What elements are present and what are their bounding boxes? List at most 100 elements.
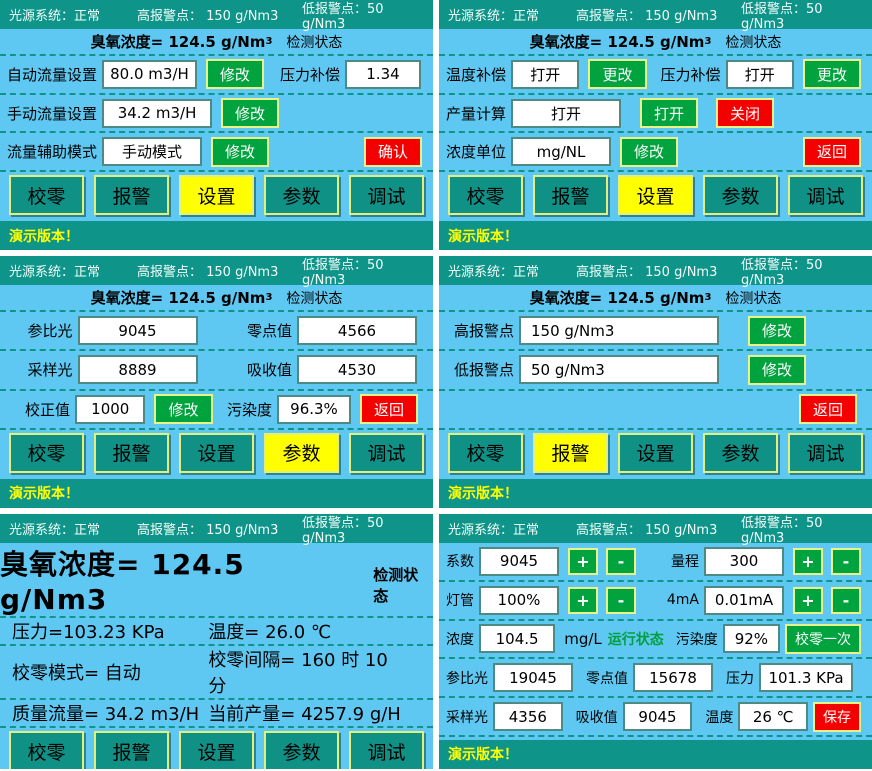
nav-settings-button[interactable]: 设置 bbox=[618, 175, 693, 216]
coefficient-plus-button[interactable]: + bbox=[568, 547, 598, 575]
nav-settings-button[interactable]: 设置 bbox=[179, 175, 254, 216]
temp-comp-change-button[interactable]: 更改 bbox=[588, 59, 647, 90]
aux-mode-input[interactable]: 手动模式 bbox=[102, 137, 203, 167]
correction-input[interactable]: 1000 bbox=[75, 394, 146, 424]
four-ma-label: 4mA bbox=[666, 592, 699, 609]
panel-settings-flow: 光源系统：正常 高报警点： 150 g/Nm3 低报警点：50 g/Nm3 臭氧… bbox=[0, 0, 433, 250]
low-alarm-readout: 低报警点：50 g/Nm3 bbox=[741, 1, 823, 32]
ref-light-label: 参比光 bbox=[446, 670, 488, 687]
four-ma-plus-button[interactable]: + bbox=[793, 586, 823, 614]
nav-zero-button[interactable]: 校零 bbox=[448, 175, 523, 216]
pressure-input[interactable]: 101.3 KPa bbox=[759, 663, 853, 693]
four-ma-input[interactable]: 0.01mA bbox=[704, 585, 784, 615]
zero-value-group: 零点值 4566 bbox=[217, 316, 427, 346]
nav-bar: 校零 报警 设置 参数 调试 bbox=[0, 430, 433, 476]
production-off-button[interactable]: 关闭 bbox=[716, 98, 775, 128]
temperature-input[interactable]: 26 ℃ bbox=[738, 702, 809, 732]
save-button[interactable]: 保存 bbox=[813, 701, 862, 732]
temp-comp-label: 温度补偿 bbox=[446, 65, 507, 84]
zero-interval-readout: 校零间隔= 160 时 10 分 bbox=[208, 646, 404, 698]
manual-flow-modify-button[interactable]: 修改 bbox=[221, 98, 280, 128]
nav-debug-button[interactable]: 调试 bbox=[349, 432, 424, 473]
lamp-plus-button[interactable]: + bbox=[568, 586, 598, 614]
absorb-value-label: 吸收值 bbox=[575, 709, 618, 726]
low-alarm-readout: 低报警点：50 g/Nm3 bbox=[741, 515, 823, 546]
pollution-input[interactable]: 96.3% bbox=[276, 394, 351, 424]
zero-value-input[interactable]: 4566 bbox=[297, 316, 417, 346]
four-ma-minus-button[interactable]: - bbox=[831, 586, 861, 614]
production-calc-input[interactable]: 打开 bbox=[511, 98, 622, 128]
high-alarm-readout: 高报警点： 150 g/Nm3 bbox=[137, 523, 279, 538]
aux-mode-modify-button[interactable]: 修改 bbox=[211, 136, 270, 167]
ref-light-input[interactable]: 19045 bbox=[493, 663, 573, 693]
light-source-status: 光源系统：正常 bbox=[448, 9, 540, 24]
nav-alarm-button[interactable]: 报警 bbox=[533, 432, 608, 473]
nav-params-button[interactable]: 参数 bbox=[264, 175, 339, 216]
manual-flow-row: 手动流量设置 34.2 m3/H 修改 bbox=[0, 95, 433, 134]
nav-zero-button[interactable]: 校零 bbox=[9, 175, 84, 216]
nav-debug-button[interactable]: 调试 bbox=[349, 731, 424, 769]
nav-params-button[interactable]: 参数 bbox=[703, 432, 778, 473]
concentration-input[interactable]: 104.5 bbox=[479, 624, 556, 654]
absorb-value-input[interactable]: 9045 bbox=[622, 702, 693, 732]
low-alarm-input[interactable]: 50 g/Nm3 bbox=[519, 355, 720, 385]
concentration-unit-input[interactable]: mg/NL bbox=[511, 137, 612, 167]
nav-alarm-button[interactable]: 报警 bbox=[94, 432, 169, 473]
lamp-ma-row: 灯管 100% + - 4mA 0.01mA + - bbox=[439, 582, 872, 621]
pollution-input[interactable]: 92% bbox=[722, 624, 780, 654]
nav-alarm-button[interactable]: 报警 bbox=[94, 175, 169, 216]
coefficient-input[interactable]: 9045 bbox=[479, 546, 559, 576]
lamp-minus-button[interactable]: - bbox=[606, 586, 636, 614]
lamp-input[interactable]: 100% bbox=[479, 585, 559, 615]
zero-value-input[interactable]: 15678 bbox=[633, 663, 713, 693]
zero-once-button[interactable]: 校零一次 bbox=[785, 623, 861, 654]
light-source-status: 光源系统：正常 bbox=[9, 9, 101, 24]
sample-light-input[interactable]: 8889 bbox=[77, 355, 198, 385]
auto-flow-input[interactable]: 80.0 m3/H bbox=[102, 59, 197, 89]
nav-settings-button[interactable]: 设置 bbox=[179, 432, 254, 473]
sample-absorb-temp-row: 采样光 4356 吸收值 9045 温度 26 ℃ 保存 bbox=[439, 698, 872, 737]
manual-flow-input[interactable]: 34.2 m3/H bbox=[102, 98, 213, 128]
range-plus-button[interactable]: + bbox=[793, 547, 823, 575]
high-alarm-input[interactable]: 150 g/Nm3 bbox=[519, 316, 720, 346]
pressure-comp-input[interactable]: 打开 bbox=[725, 59, 794, 89]
nav-params-button[interactable]: 参数 bbox=[703, 175, 778, 216]
nav-params-button[interactable]: 参数 bbox=[264, 432, 339, 473]
nav-alarm-button[interactable]: 报警 bbox=[533, 175, 608, 216]
production-on-button[interactable]: 打开 bbox=[640, 98, 699, 128]
low-alarm-modify-button[interactable]: 修改 bbox=[748, 354, 807, 385]
back-button[interactable]: 返回 bbox=[802, 136, 861, 167]
nav-debug-button[interactable]: 调试 bbox=[349, 175, 424, 216]
range-minus-button[interactable]: - bbox=[831, 547, 861, 575]
nav-settings-button[interactable]: 设置 bbox=[179, 731, 254, 769]
nav-zero-button[interactable]: 校零 bbox=[448, 432, 523, 473]
nav-debug-button[interactable]: 调试 bbox=[788, 175, 863, 216]
unit-superscript: 3 bbox=[704, 292, 712, 303]
temp-comp-input[interactable]: 打开 bbox=[511, 59, 580, 89]
nav-zero-button[interactable]: 校零 bbox=[9, 432, 84, 473]
status-header: 光源系统：正常 高报警点： 150 g/Nm3 低报警点：50 g/Nm3 bbox=[0, 514, 433, 546]
pressure-comp-input[interactable]: 1.34 bbox=[344, 59, 421, 89]
correction-modify-button[interactable]: 修改 bbox=[154, 394, 213, 425]
unit-modify-button[interactable]: 修改 bbox=[620, 136, 679, 167]
pressure-comp-change-button[interactable]: 更改 bbox=[802, 59, 861, 90]
production-calc-row: 产量计算 打开 打开 关闭 bbox=[439, 95, 872, 134]
range-input[interactable]: 300 bbox=[704, 546, 784, 576]
demo-version-banner: 演示版本！ bbox=[0, 221, 433, 250]
nav-zero-button[interactable]: 校零 bbox=[9, 731, 84, 769]
nav-alarm-button[interactable]: 报警 bbox=[94, 731, 169, 769]
absorb-value-input[interactable]: 4530 bbox=[297, 355, 417, 385]
back-button[interactable]: 返回 bbox=[359, 394, 418, 425]
nav-params-button[interactable]: 参数 bbox=[264, 731, 339, 769]
auto-flow-modify-button[interactable]: 修改 bbox=[205, 59, 264, 90]
back-button[interactable]: 返回 bbox=[798, 394, 857, 425]
nav-debug-button[interactable]: 调试 bbox=[788, 432, 863, 473]
high-alarm-modify-button[interactable]: 修改 bbox=[748, 315, 807, 346]
nav-settings-button[interactable]: 设置 bbox=[618, 432, 693, 473]
status-header: 光源系统：正常 高报警点： 150 g/Nm3 低报警点：50 g/Nm3 bbox=[439, 0, 872, 32]
coefficient-minus-button[interactable]: - bbox=[606, 547, 636, 575]
pressure-readout: 压力=103.23 KPa bbox=[12, 618, 208, 644]
confirm-button[interactable]: 确认 bbox=[363, 136, 422, 167]
sample-light-input[interactable]: 4356 bbox=[493, 702, 563, 732]
ref-light-input[interactable]: 9045 bbox=[77, 316, 198, 346]
